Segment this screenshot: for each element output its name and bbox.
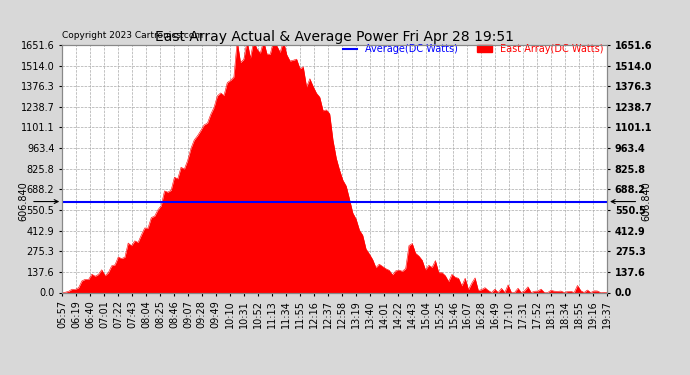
Text: Copyright 2023 Cartronics.com: Copyright 2023 Cartronics.com xyxy=(62,31,204,40)
Text: 606.840: 606.840 xyxy=(18,182,58,221)
Title: East Array Actual & Average Power Fri Apr 28 19:51: East Array Actual & Average Power Fri Ap… xyxy=(155,30,514,44)
Legend: Average(DC Watts), East Array(DC Watts): Average(DC Watts), East Array(DC Watts) xyxy=(339,40,607,58)
Text: 606.840: 606.840 xyxy=(611,182,651,221)
